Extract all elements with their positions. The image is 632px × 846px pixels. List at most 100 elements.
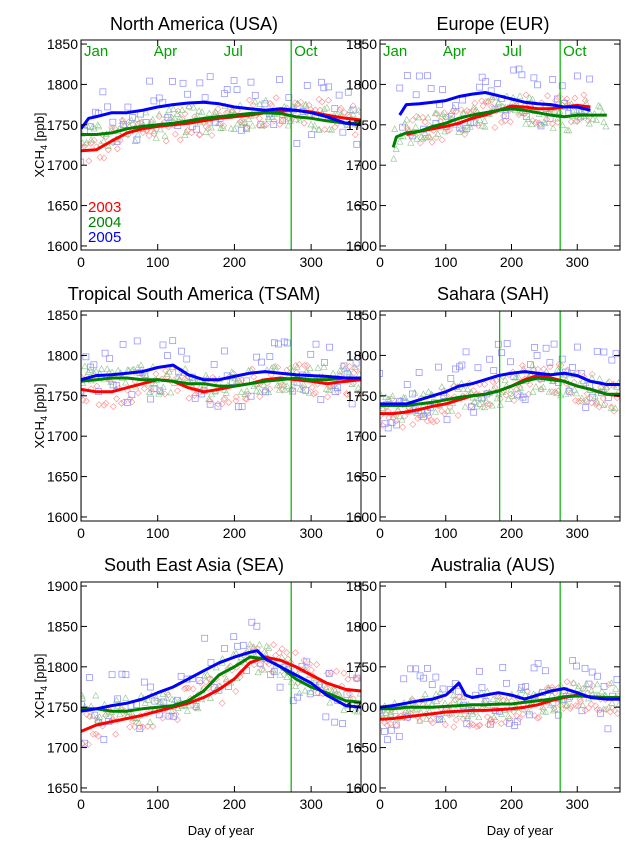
marker-2004 — [421, 410, 429, 418]
marker-2004 — [86, 366, 94, 373]
marker-2003 — [204, 125, 212, 133]
marker-2004 — [81, 362, 89, 370]
panel-title: Europe (EUR) — [436, 14, 549, 34]
y-tick-label: 1700 — [47, 428, 78, 444]
marker-2004 — [100, 137, 108, 144]
marker-2004 — [203, 671, 211, 678]
marker-2005 — [597, 709, 604, 717]
marker-2003 — [487, 716, 495, 724]
x-tick-label: 200 — [500, 796, 524, 812]
marker-2003 — [225, 398, 233, 406]
marker-2004 — [600, 118, 608, 125]
marker-2004 — [382, 709, 390, 716]
marker-2005 — [251, 91, 259, 99]
marker-2004 — [83, 138, 91, 146]
marker-2005 — [452, 102, 460, 110]
marker-2005 — [420, 674, 428, 682]
marker-2005 — [279, 117, 286, 124]
marker-2005 — [303, 658, 311, 666]
marker-2003 — [248, 643, 255, 651]
y-tick-label: 1800 — [346, 347, 377, 363]
series-line-2004 — [391, 107, 607, 148]
y-tick-label: 1800 — [47, 659, 78, 675]
marker-2005 — [293, 140, 301, 147]
marker-2003 — [92, 730, 100, 738]
marker-2003 — [174, 387, 181, 395]
marker-2005 — [424, 665, 431, 672]
marker-2004 — [600, 385, 608, 392]
marker-2003 — [421, 118, 429, 126]
y-tick-label: 1650 — [47, 780, 78, 796]
marker-2005 — [133, 337, 141, 345]
marker-2004 — [238, 118, 246, 126]
marker-2004 — [608, 699, 616, 706]
marker-2003 — [381, 719, 388, 727]
marker-2003 — [102, 712, 109, 719]
marker-2005 — [120, 120, 127, 128]
marker-2004 — [387, 710, 395, 717]
marker-2003 — [139, 129, 147, 136]
marker-2005 — [503, 679, 510, 687]
marker-2004 — [541, 119, 549, 126]
marker-2003 — [597, 384, 605, 392]
marker-2003 — [189, 685, 197, 693]
marker-2004 — [92, 691, 100, 699]
marker-2004 — [256, 388, 264, 395]
marker-2003 — [438, 407, 446, 415]
marker-2003 — [459, 715, 467, 723]
marker-2004 — [411, 389, 419, 396]
marker-2003 — [441, 113, 449, 121]
marker-2003 — [312, 389, 320, 397]
marker-2003 — [152, 370, 160, 378]
marker-2003 — [454, 412, 462, 419]
marker-2003 — [316, 681, 324, 689]
marker-2005 — [380, 370, 383, 377]
marker-2003 — [516, 383, 524, 391]
marker-2005 — [558, 82, 566, 90]
marker-2003 — [269, 363, 277, 371]
marker-2003 — [95, 732, 102, 740]
marker-2005 — [416, 672, 424, 680]
marker-2004 — [456, 710, 464, 718]
marker-2004 — [156, 125, 164, 133]
marker-2004 — [163, 370, 171, 377]
marker-2004 — [96, 713, 104, 720]
marker-2005 — [325, 83, 333, 91]
marker-2003 — [236, 118, 244, 126]
y-axis-label: XCH4 [ppb] — [32, 113, 49, 178]
marker-2003 — [447, 110, 455, 118]
marker-2003 — [182, 684, 190, 692]
marker-2003 — [82, 141, 90, 149]
marker-2004 — [190, 103, 198, 111]
marker-2003 — [488, 718, 496, 726]
marker-2004 — [540, 118, 548, 125]
marker-2003 — [510, 708, 518, 715]
marker-2003 — [506, 118, 514, 126]
marker-2003 — [407, 406, 415, 414]
marker-2004 — [439, 110, 447, 117]
marker-2004 — [596, 375, 604, 382]
marker-2005 — [193, 125, 200, 133]
y-tick-label: 1650 — [346, 740, 377, 756]
marker-2005 — [403, 381, 411, 388]
marker-2003 — [208, 131, 216, 139]
marker-2003 — [148, 387, 156, 395]
marker-2003 — [172, 710, 180, 718]
marker-2003 — [129, 717, 137, 725]
y-tick-label: 1700 — [346, 157, 377, 173]
marker-2005 — [262, 388, 269, 396]
scatter-markers — [390, 65, 610, 162]
marker-2003 — [588, 399, 596, 407]
marker-2003 — [302, 663, 310, 671]
marker-2004 — [296, 689, 304, 696]
marker-2004 — [536, 120, 544, 128]
x-tick-label: 200 — [500, 525, 524, 541]
marker-2004 — [516, 92, 524, 99]
marker-2003 — [155, 387, 163, 395]
marker-2004 — [455, 128, 463, 135]
marker-2004 — [507, 385, 515, 393]
marker-2004 — [349, 110, 357, 118]
marker-2005 — [308, 131, 315, 139]
marker-2003 — [136, 723, 144, 731]
marker-2003 — [544, 92, 551, 100]
